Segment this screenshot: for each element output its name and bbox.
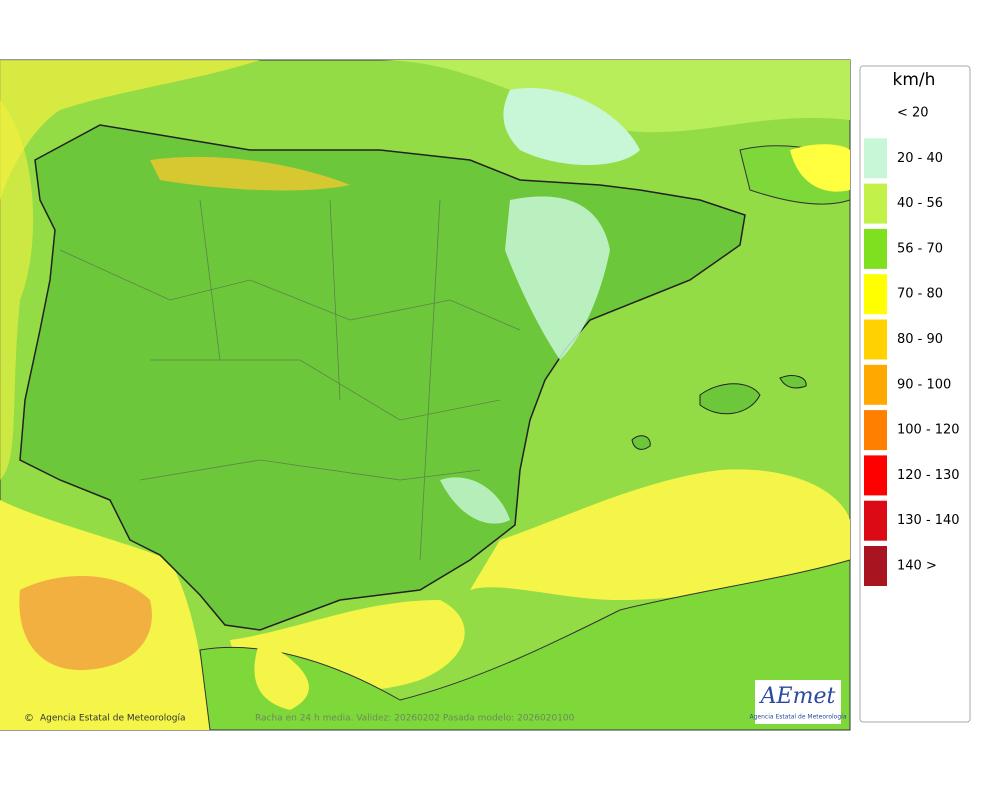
legend-label: 130 - 140	[897, 513, 960, 528]
logo-box	[755, 680, 841, 724]
sea-zone	[0, 60, 850, 133]
logo: AEmet	[759, 684, 836, 709]
credit: Agencia Estatal de Meteorología	[40, 714, 186, 724]
legend-label: 120 - 130	[897, 468, 960, 483]
island	[699, 383, 761, 415]
legend-swatch	[864, 138, 887, 179]
legend-swatch	[864, 183, 887, 224]
legend-swatch	[864, 410, 887, 451]
legend-title: km/h	[893, 70, 936, 90]
legend-label: < 20	[897, 106, 929, 121]
copyright: ©	[24, 713, 34, 724]
sea-zone	[470, 469, 850, 600]
legend-label: 56 - 70	[897, 241, 943, 256]
africa-zone	[254, 640, 309, 710]
legend-box	[859, 65, 971, 723]
legend-label: 100 - 120	[897, 423, 960, 438]
legend-label: 40 - 56	[897, 196, 943, 211]
legend-label: 20 - 40	[897, 151, 943, 166]
legend-swatch	[864, 455, 887, 496]
legend-swatch	[864, 228, 887, 269]
legend-swatch	[864, 546, 887, 586]
sea-zone	[503, 88, 640, 165]
legend-swatch	[864, 500, 887, 541]
sea-zone	[19, 576, 152, 670]
france-zone	[790, 144, 850, 192]
legend-label: 90 - 100	[897, 377, 951, 392]
africa	[199, 559, 851, 731]
island	[779, 375, 807, 389]
legend-swatch	[864, 319, 887, 360]
land-zone	[150, 156, 350, 191]
sea-zone	[0, 100, 34, 480]
land-zone	[440, 477, 510, 524]
legend-swatch	[864, 364, 887, 405]
caption: Racha en 24 h media. Validez: 20260202 P…	[255, 714, 575, 724]
sea-zone	[0, 60, 260, 200]
land-zone	[505, 196, 610, 360]
legend-label: 80 - 90	[897, 332, 943, 347]
logo-subtitle: Agencia Estatal de Meteorología	[750, 714, 847, 721]
legend-swatch	[864, 93, 887, 133]
legend-label: 140 >	[897, 559, 937, 574]
legend-swatch	[864, 274, 887, 315]
island	[631, 435, 651, 450]
legend-label: 70 - 80	[897, 287, 943, 302]
borders	[59, 199, 521, 561]
